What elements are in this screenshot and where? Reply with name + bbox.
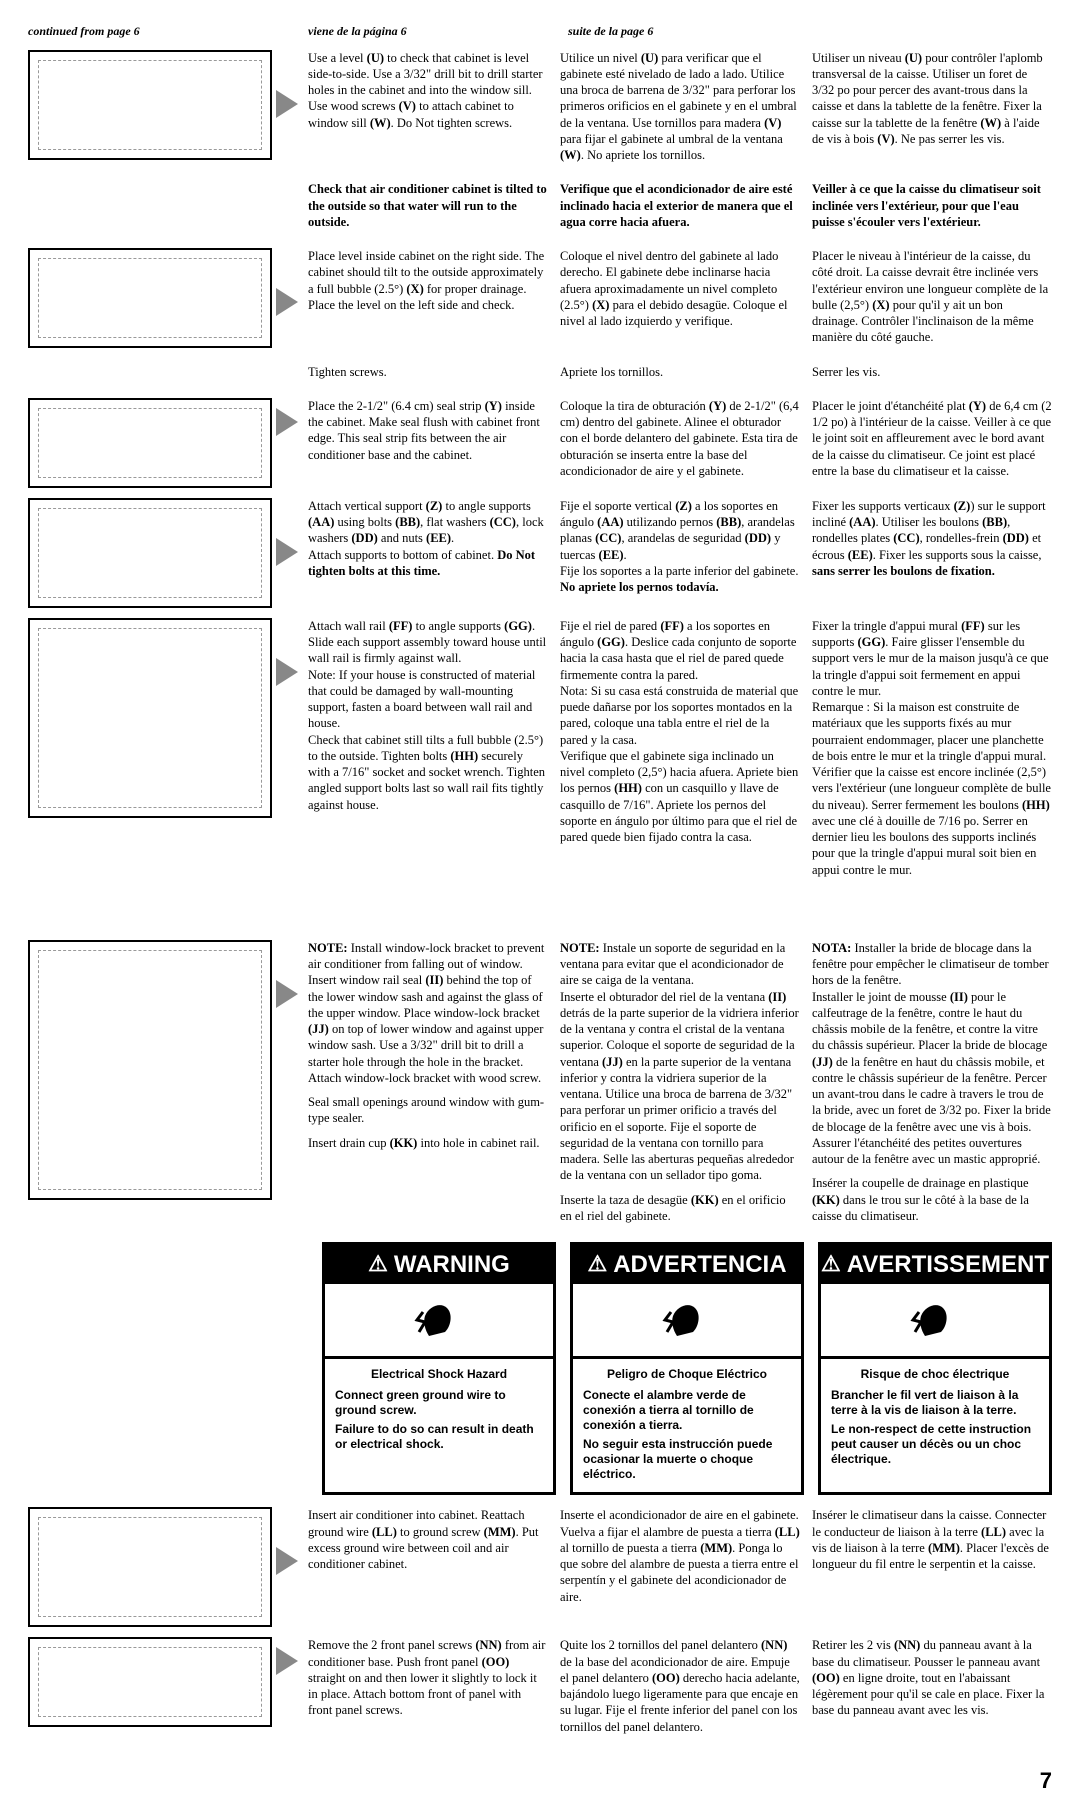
warning-box-es: ⚠ADVERTENCIA Peligro de Choque Eléctrico… xyxy=(570,1242,804,1495)
instruction-row: Tighten screws. Apriete los tornillos. Ser… xyxy=(28,364,1052,388)
diagram-placeholder xyxy=(28,398,272,488)
instruction-text-fr: Utiliser un niveau (U) pour contrôler l'… xyxy=(812,50,1052,172)
arrow-right-icon xyxy=(276,1647,298,1675)
illustration-cell xyxy=(28,618,308,818)
warning-box-en: ⚠WARNING Electrical Shock Hazard Connect… xyxy=(322,1242,556,1495)
warning-line2-es: No seguir esta instrucción puede ocasion… xyxy=(583,1437,791,1482)
illustration-cell xyxy=(28,940,308,1200)
warning-line2-en: Failure to do so can result in death or … xyxy=(335,1422,543,1452)
instruction-text-es: NOTE: Instale un soporte de seguridad en… xyxy=(560,940,800,1232)
arrow-right-icon xyxy=(276,658,298,686)
instruction-rows-2: NOTE: Install window-lock bracket to pre… xyxy=(28,940,1052,1232)
warning-triangle-icon: ⚠ xyxy=(587,1250,607,1279)
illustration-cell xyxy=(28,498,308,608)
instruction-text-es: Quite los 2 tornillos del panel delanter… xyxy=(560,1637,800,1743)
instruction-row: Use a level (U) to check that cabinet is… xyxy=(28,50,1052,172)
instruction-text-fr: Fixer les supports verticaux (Z)) sur le… xyxy=(812,498,1052,604)
arrow-right-icon xyxy=(276,288,298,316)
instruction-text-es: Inserte el acondicionador de aire en el … xyxy=(560,1507,800,1613)
warning-line1-fr: Brancher le fil vert de liaison à la ter… xyxy=(831,1388,1039,1418)
warning-title-es: Peligro de Choque Eléctrico xyxy=(583,1367,791,1382)
diagram-placeholder xyxy=(28,248,272,348)
instruction-row: Place the 2-1/2" (6.4 cm) seal strip (Y)… xyxy=(28,398,1052,488)
warning-line1-es: Conecte el alambre verde de conexión a t… xyxy=(583,1388,791,1433)
warning-banner-fr: AVERTISSEMENT xyxy=(847,1249,1049,1280)
diagram-placeholder xyxy=(28,940,272,1200)
instruction-text-fr: Placer le joint d'étanchéité plat (Y) de… xyxy=(812,398,1052,487)
arrow-right-icon xyxy=(276,408,298,436)
instruction-rows: Use a level (U) to check that cabinet is… xyxy=(28,50,1052,886)
warning-box-fr: ⚠AVERTISSEMENT Risque de choc électrique… xyxy=(818,1242,1052,1495)
warning-banner-en: WARNING xyxy=(394,1249,510,1280)
instruction-text-es: Verifique que el acondicionador de aire … xyxy=(560,181,800,238)
instruction-rows-3: Insert air conditioner into cabinet. Rea… xyxy=(28,1507,1052,1743)
instruction-text-es: Coloque la tira de obturación (Y) de 2-1… xyxy=(560,398,800,487)
warning-title-fr: Risque de choc électrique xyxy=(831,1367,1039,1382)
diagram-placeholder xyxy=(28,50,272,160)
instruction-row: Insert air conditioner into cabinet. Rea… xyxy=(28,1507,1052,1627)
arrow-right-icon xyxy=(276,1547,298,1575)
instruction-text-fr: NOTA: Installer la bride de blocage dans… xyxy=(812,940,1052,1232)
warning-line1-en: Connect green ground wire to ground scre… xyxy=(335,1388,543,1418)
illustration-cell xyxy=(28,50,308,160)
diagram-placeholder xyxy=(28,498,272,608)
instruction-text-fr: Serrer les vis. xyxy=(812,364,1052,388)
instruction-text-fr: Fixer la tringle d'appui mural (FF) sur … xyxy=(812,618,1052,886)
instruction-text-en: NOTE: Install window-lock bracket to pre… xyxy=(308,940,548,1232)
hand-shock-icon xyxy=(573,1284,801,1359)
instruction-row: NOTE: Install window-lock bracket to pre… xyxy=(28,940,1052,1232)
instruction-text-en: Attach vertical support (Z) to angle sup… xyxy=(308,498,548,604)
instruction-row: Remove the 2 front panel screws (NN) fro… xyxy=(28,1637,1052,1743)
illustration-cell xyxy=(28,248,308,348)
arrow-right-icon xyxy=(276,90,298,118)
instruction-text-en: Use a level (U) to check that cabinet is… xyxy=(308,50,548,172)
page-headers: continued from page 6 viene de la página… xyxy=(28,24,1052,40)
instruction-row: Attach vertical support (Z) to angle sup… xyxy=(28,498,1052,608)
instruction-row: Attach wall rail (FF) to angle supports … xyxy=(28,618,1052,886)
instruction-text-es: Fije el soporte vertical (Z) a los sopor… xyxy=(560,498,800,604)
hand-shock-icon xyxy=(821,1284,1049,1359)
instruction-text-en: Place level inside cabinet on the right … xyxy=(308,248,548,354)
instruction-text-en: Check that air conditioner cabinet is ti… xyxy=(308,181,548,238)
instruction-row: Check that air conditioner cabinet is ti… xyxy=(28,181,1052,238)
page-number: 7 xyxy=(28,1767,1052,1796)
instruction-text-fr: Veiller à ce que la caisse du climatiseu… xyxy=(812,181,1052,238)
warning-title-en: Electrical Shock Hazard xyxy=(335,1367,543,1382)
instruction-text-fr: Retirer les 2 vis (NN) du panneau avant … xyxy=(812,1637,1052,1743)
hand-shock-icon xyxy=(325,1284,553,1359)
warning-triangle-icon: ⚠ xyxy=(368,1250,388,1279)
header-continued-en: continued from page 6 xyxy=(28,24,308,40)
warning-triangle-icon: ⚠ xyxy=(821,1250,841,1279)
header-continued-fr: suite de la page 6 xyxy=(568,24,816,40)
arrow-right-icon xyxy=(276,538,298,566)
warning-row: ⚠WARNING Electrical Shock Hazard Connect… xyxy=(28,1242,1052,1495)
warning-banner-es: ADVERTENCIA xyxy=(613,1249,786,1280)
instruction-text-en: Place the 2-1/2" (6.4 cm) seal strip (Y)… xyxy=(308,398,548,487)
instruction-text-en: Insert air conditioner into cabinet. Rea… xyxy=(308,1507,548,1613)
instruction-text-fr: Placer le niveau à l'intérieur de la cai… xyxy=(812,248,1052,354)
instruction-text-es: Utilice un nivel (U) para verificar que … xyxy=(560,50,800,172)
instruction-text-es: Fije el riel de pared (FF) a los soporte… xyxy=(560,618,800,886)
instruction-text-es: Apriete los tornillos. xyxy=(560,364,800,388)
instruction-text-en: Attach wall rail (FF) to angle supports … xyxy=(308,618,548,886)
instruction-text-en: Tighten screws. xyxy=(308,364,548,388)
header-continued-es: viene de la página 6 xyxy=(308,24,556,40)
instruction-text-es: Coloque el nivel dentro del gabinete al … xyxy=(560,248,800,354)
instruction-text-fr: Insérer le climatiseur dans la caisse. C… xyxy=(812,1507,1052,1613)
arrow-right-icon xyxy=(276,980,298,1008)
instruction-text-en: Remove the 2 front panel screws (NN) fro… xyxy=(308,1637,548,1743)
diagram-placeholder xyxy=(28,1507,272,1627)
illustration-cell xyxy=(28,398,308,488)
diagram-placeholder xyxy=(28,618,272,818)
instruction-row: Place level inside cabinet on the right … xyxy=(28,248,1052,354)
illustration-cell xyxy=(28,1507,308,1627)
warning-line2-fr: Le non-respect de cette instruction peut… xyxy=(831,1422,1039,1467)
